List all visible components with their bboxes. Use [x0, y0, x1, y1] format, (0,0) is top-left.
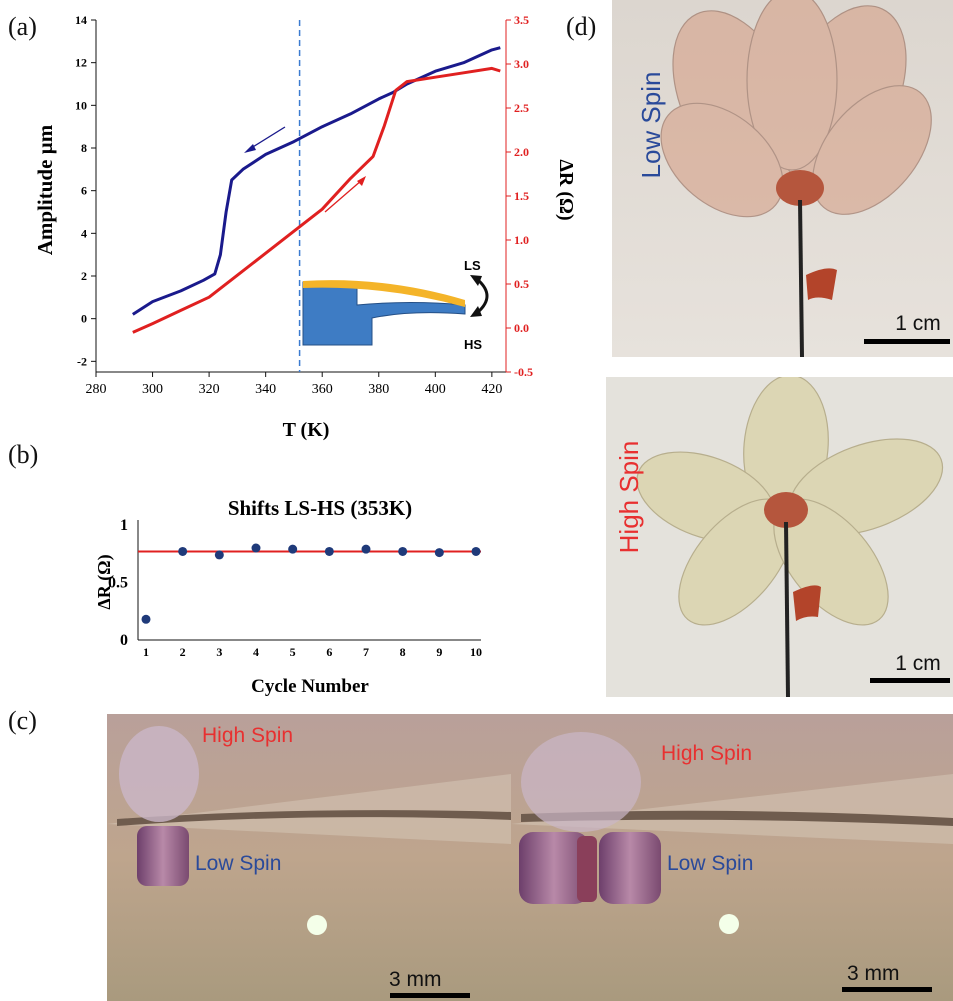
panel-label-a: (a) [8, 12, 37, 41]
cycle-point [251, 543, 261, 553]
panel-label-b: (b) [8, 440, 39, 469]
c-right-scale-label: 3 mm [847, 962, 900, 985]
cycle-point [324, 546, 334, 556]
b-x-tick-label: 1 [143, 645, 149, 659]
y-right-tick-label: 2.5 [514, 101, 529, 115]
b-y-tick-label: 1 [120, 517, 128, 534]
cycle-point [288, 544, 298, 554]
d-top-low-spin: Low Spin [636, 72, 666, 179]
c-right-high-spin: High Spin [661, 742, 752, 765]
x-tick-label: 420 [481, 382, 502, 397]
x-axis-label: T (K) [283, 419, 330, 441]
x-tick-label: 340 [255, 382, 276, 397]
b-x-tick-label: 7 [363, 645, 369, 659]
y-left-tick-label: 8 [81, 141, 87, 155]
cycle-point [471, 546, 481, 556]
inset-ls-label: LS [464, 258, 481, 273]
chart-b: Shifts LS-HS (353K) Cycle Number ΔR (Ω) … [94, 496, 482, 697]
b-x-tick-label: 6 [326, 645, 332, 659]
y-axis-right-label: ΔR (Ω) [555, 159, 577, 220]
b-y-tick-label: 0 [120, 632, 128, 649]
y-right-tick-label: -0.5 [514, 365, 533, 379]
y-right-tick-label: 3.5 [514, 13, 529, 27]
y-left-tick-label: 6 [81, 184, 87, 198]
chart-b-title: Shifts LS-HS (353K) [228, 496, 412, 520]
y-left-tick-label: 12 [75, 56, 87, 70]
y-left-tick-label: -2 [77, 354, 87, 368]
b-x-tick-label: 10 [470, 645, 482, 659]
photo-c-right: High Spin Low Spin 3 mm [511, 714, 953, 1001]
b-x-tick-label: 9 [436, 645, 442, 659]
photo-d-bottom: High Spin 1 cm [606, 377, 953, 697]
b-x-tick-label: 2 [180, 645, 186, 659]
d-top-scale-label: 1 cm [895, 312, 941, 335]
y-right-tick-label: 0.5 [514, 277, 529, 291]
x-tick-label: 300 [142, 382, 163, 397]
x-tick-label: 380 [368, 382, 389, 397]
y-left-tick-label: 14 [75, 13, 87, 27]
y-right-tick-label: 1.5 [514, 189, 529, 203]
cycle-point [361, 544, 371, 554]
y-right-tick-label: 1.0 [514, 233, 529, 247]
c-left-scale-label: 3 mm [389, 968, 442, 991]
y-axis-left-label: Amplitude µm [33, 124, 57, 255]
c-left-scale-bar [390, 993, 470, 998]
d-top-scale-bar [864, 339, 950, 344]
cooling-arrow [244, 126, 286, 153]
d-bottom-scale-bar [870, 678, 950, 683]
chart-b-x-label: Cycle Number [251, 676, 369, 697]
c-right-low-spin: Low Spin [667, 852, 753, 875]
y-right-tick-label: 0.0 [514, 321, 529, 335]
heating-arrow [324, 176, 366, 213]
cycle-point [178, 546, 188, 556]
b-x-tick-label: 4 [253, 645, 259, 659]
d-bottom-scale-label: 1 cm [895, 652, 941, 675]
y-left-tick-label: 4 [81, 226, 87, 240]
b-x-tick-label: 8 [400, 645, 406, 659]
b-y-tick-label: 0.5 [108, 575, 128, 592]
b-x-tick-label: 5 [290, 645, 296, 659]
cycle-point [214, 550, 224, 560]
panel-label-c: (c) [8, 706, 37, 735]
chart-b-y-label: ΔR (Ω) [94, 554, 115, 609]
panel-label-d: (d) [566, 12, 597, 41]
y-left-tick-label: 2 [81, 269, 87, 283]
inset-hs-label: HS [464, 337, 482, 352]
photo-d-top: Low Spin 1 cm [612, 0, 953, 357]
x-tick-label: 400 [425, 382, 446, 397]
c-right-scale-bar [842, 987, 932, 992]
cycle-point [398, 546, 408, 556]
y-left-tick-label: 0 [81, 312, 87, 326]
d-bottom-high-spin: High Spin [614, 441, 644, 554]
x-tick-label: 320 [199, 382, 220, 397]
c-left-high-spin: High Spin [202, 724, 293, 747]
x-tick-label: 280 [86, 382, 107, 397]
resistance-series [132, 66, 501, 334]
c-left-low-spin: Low Spin [195, 852, 281, 875]
amplitude-series [131, 46, 501, 316]
b-x-tick-label: 3 [216, 645, 222, 659]
x-tick-label: 360 [312, 382, 333, 397]
cycle-point [141, 614, 151, 624]
y-right-tick-label: 3.0 [514, 57, 529, 71]
y-left-tick-label: 10 [75, 98, 87, 112]
cycle-point [434, 548, 444, 558]
cantilever-inset: LS HS [302, 258, 489, 352]
y-right-tick-label: 2.0 [514, 145, 529, 159]
photo-c-left: High Spin Low Spin 3 mm [107, 714, 511, 1001]
chart-a: 280 300 320 340 360 380 400 420 -2 0 2 4 6 8 10 12 14 -0.… [33, 13, 577, 441]
